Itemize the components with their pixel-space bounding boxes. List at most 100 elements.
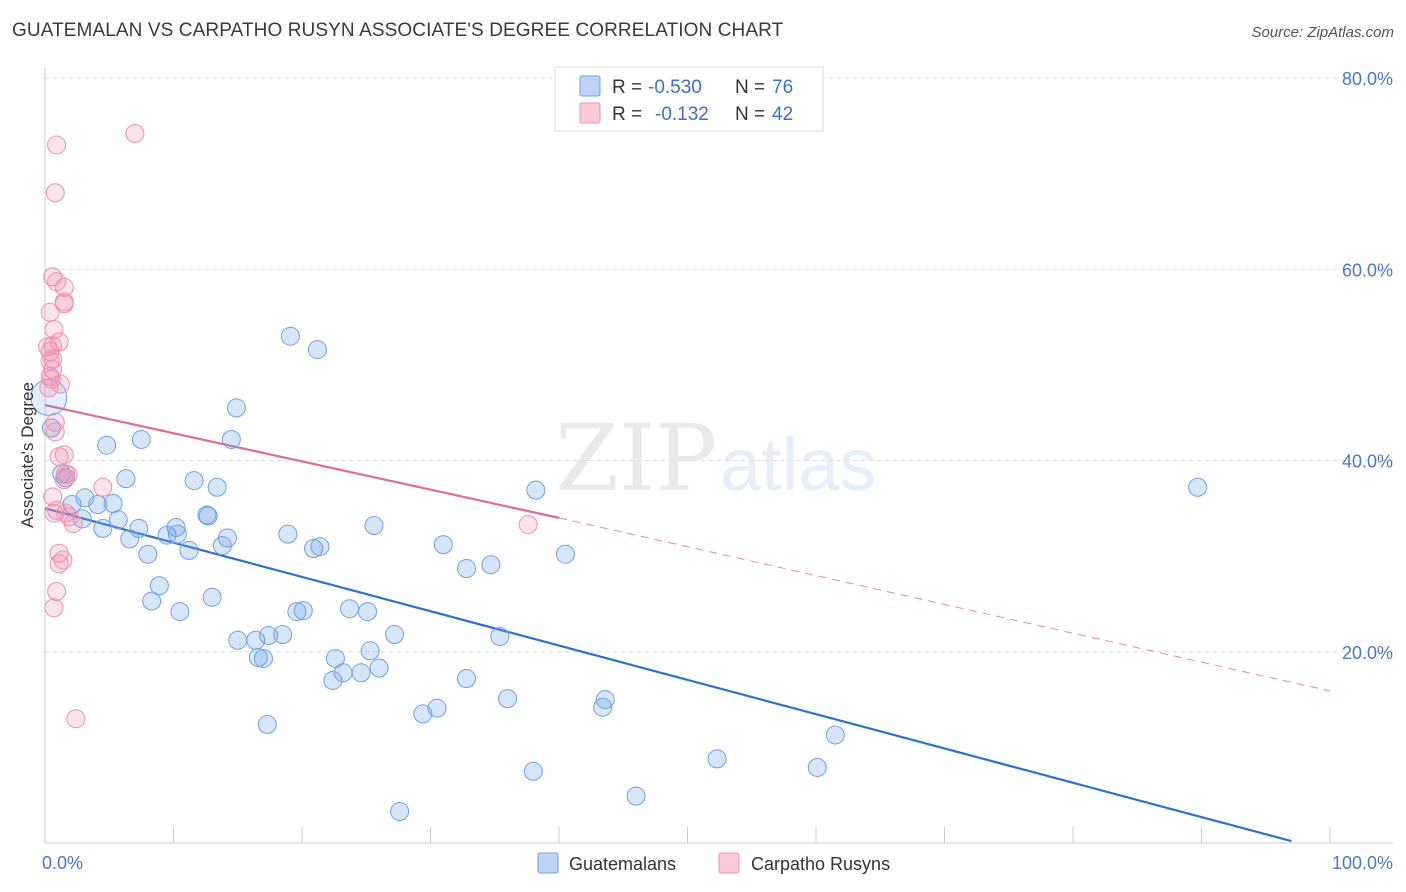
point-guatemalans	[390, 801, 410, 821]
point-guatemalans	[385, 625, 405, 645]
legend-n-value-1: 76	[772, 77, 793, 98]
point-guatemalans	[253, 648, 273, 668]
point-carpatho-rusyns	[45, 422, 65, 442]
y-tick-label: 20.0%	[1342, 643, 1393, 663]
point-guatemalans	[248, 647, 268, 667]
point-guatemalans	[93, 518, 113, 538]
x-tick-label-min: 0.0%	[42, 853, 83, 873]
point-carpatho-rusyns	[66, 709, 86, 729]
point-carpatho-rusyns	[125, 123, 145, 143]
point-carpatho-rusyns	[39, 378, 59, 398]
trend-line-carpatho-rusyns	[44, 403, 560, 519]
watermark-zip: ZIP	[555, 405, 717, 512]
y-axis-title: Associate's Degree	[18, 382, 37, 528]
y-tick-labels: 20.0% 40.0% 60.0% 80.0%	[1342, 69, 1393, 663]
y-tick-label: 80.0%	[1342, 69, 1393, 89]
point-guatemalans	[287, 602, 307, 622]
legend-n-label-1: N =	[735, 77, 765, 98]
trend-lines	[44, 403, 1331, 843]
trend-line-extension-carpatho-rusyns	[558, 517, 1331, 692]
point-carpatho-rusyns	[45, 412, 65, 432]
bottom-legend-label-carpatho-rusyns: Carpatho Rusyns	[751, 854, 890, 874]
point-guatemalans	[413, 704, 433, 724]
legend-n-label-2: N =	[735, 104, 765, 125]
point-guatemalans	[198, 506, 218, 526]
legend-swatch-carpatho-rusyns	[579, 102, 601, 124]
point-guatemalans	[364, 516, 384, 536]
point-carpatho-rusyns	[47, 272, 67, 292]
point-guatemalans	[555, 544, 575, 564]
point-guatemalans	[807, 757, 827, 777]
legend-r-value-2: -0.132	[655, 104, 709, 125]
watermark-atlas: atlas	[720, 423, 876, 506]
point-guatemalans	[369, 658, 389, 678]
point-carpatho-rusyns	[54, 294, 74, 314]
point-guatemalans	[116, 469, 136, 489]
point-guatemalans	[131, 429, 151, 449]
point-guatemalans	[526, 480, 546, 500]
chart-title: GUATEMALAN VS CARPATHO RUSYN ASSOCIATE'S…	[12, 20, 784, 41]
bottom-legend-swatch-carpatho-rusyns	[718, 852, 740, 874]
point-guatemalans	[323, 670, 343, 690]
source-label: Source: ZipAtlas.com	[1251, 24, 1394, 41]
point-carpatho-rusyns	[54, 277, 74, 297]
point-guatemalans	[626, 786, 646, 806]
legend-n-value-2: 42	[772, 104, 793, 125]
legend-r-value-1: -0.530	[648, 77, 702, 98]
point-guatemalans	[228, 630, 248, 650]
point-guatemalans	[221, 429, 241, 449]
point-guatemalans	[88, 494, 108, 514]
point-carpatho-rusyns	[54, 470, 74, 490]
point-guatemalans	[138, 544, 158, 564]
point-guatemalans	[226, 398, 246, 418]
point-guatemalans	[593, 697, 613, 717]
point-guatemalans	[293, 601, 313, 621]
point-carpatho-rusyns	[40, 302, 60, 322]
point-carpatho-rusyns	[54, 445, 74, 465]
point-guatemalans	[41, 418, 61, 438]
bottom-legend-label-guatemalans: Guatemalans	[569, 854, 676, 874]
point-guatemalans	[202, 587, 222, 607]
data-points	[30, 123, 1208, 821]
point-guatemalans	[212, 536, 232, 556]
point-guatemalans	[427, 698, 447, 718]
point-guatemalans	[481, 555, 501, 575]
point-guatemalans	[257, 714, 277, 734]
stats-legend: R = -0.530 N = 76 R = -0.132 N = 42	[554, 66, 824, 132]
point-guatemalans	[304, 538, 324, 558]
point-guatemalans	[170, 602, 190, 622]
point-guatemalans	[498, 689, 518, 709]
bottom-legend-swatch-guatemalans	[537, 852, 559, 874]
point-guatemalans	[108, 510, 128, 530]
point-guatemalans	[456, 559, 476, 579]
point-guatemalans	[825, 725, 845, 745]
legend-r-label-1: R =	[612, 77, 642, 98]
point-guatemalans	[142, 591, 162, 611]
series-legend: Guatemalans Carpatho Rusyns	[537, 852, 890, 874]
point-guatemalans	[97, 435, 117, 455]
point-guatemalans	[166, 517, 186, 537]
point-carpatho-rusyns	[44, 319, 64, 339]
point-carpatho-rusyns	[93, 477, 113, 497]
point-guatemalans	[456, 669, 476, 689]
point-carpatho-rusyns	[518, 515, 538, 535]
point-carpatho-rusyns	[53, 550, 73, 570]
point-guatemalans	[358, 602, 378, 622]
point-guatemalans	[167, 524, 187, 544]
y-tick-label: 60.0%	[1342, 260, 1393, 280]
point-carpatho-rusyns	[56, 503, 76, 523]
point-guatemalans	[340, 599, 360, 619]
point-guatemalans	[120, 529, 140, 549]
legend-swatch-guatemalans	[579, 75, 601, 97]
point-carpatho-rusyns	[63, 514, 83, 534]
point-guatemalans	[1188, 477, 1208, 497]
point-guatemalans	[278, 524, 298, 544]
point-guatemalans	[207, 477, 227, 497]
point-guatemalans	[310, 537, 330, 557]
trend-line-guatemalans	[44, 507, 1292, 843]
point-guatemalans	[280, 326, 300, 346]
point-carpatho-rusyns	[45, 183, 65, 203]
legend-r-label-2: R =	[612, 104, 642, 125]
point-guatemalans	[595, 690, 615, 710]
